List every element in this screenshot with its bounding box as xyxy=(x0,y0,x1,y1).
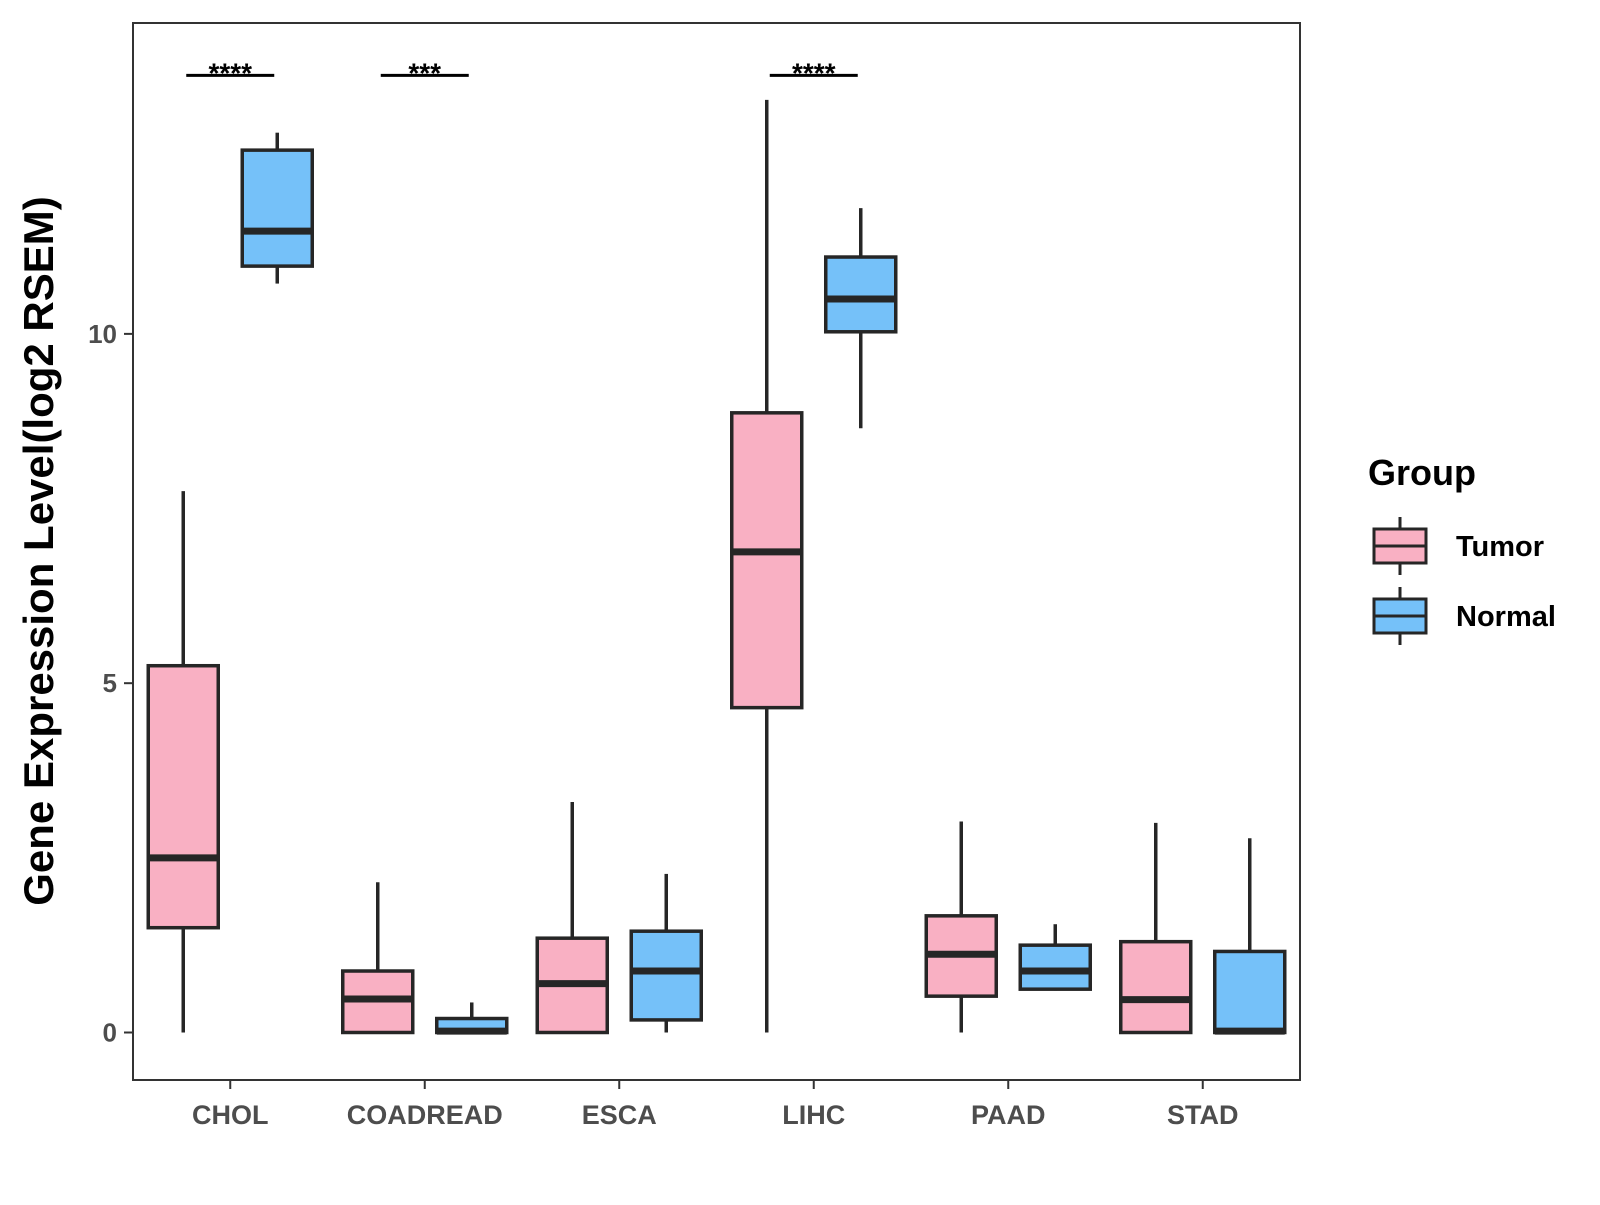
tumor-stad-boxplot xyxy=(1119,822,1193,1035)
tumor-chol-boxplot xyxy=(146,491,220,1033)
normal-stad-box xyxy=(1213,949,1287,1035)
normal-paad-box xyxy=(1018,943,1092,991)
legend-title: Group xyxy=(1368,452,1476,493)
normal-lihc-box xyxy=(824,255,898,334)
tumor-coadread-boxplot xyxy=(341,882,415,1035)
tumor-chol-box xyxy=(146,663,220,930)
normal-esca-box xyxy=(629,929,703,1022)
legend-label-normal: Normal xyxy=(1456,601,1556,633)
x-tick-label-stad: STAD xyxy=(1167,1100,1239,1130)
significance-label-coadread: *** xyxy=(408,57,441,88)
tumor-paad-boxplot xyxy=(924,821,998,1033)
plot-panel-border xyxy=(132,22,1301,1081)
normal-coadread-boxplot xyxy=(435,1002,509,1035)
x-tick-label-paad: PAAD xyxy=(971,1100,1046,1130)
y-axis-title: Gene Expression Level(log2 RSEM) xyxy=(15,196,62,906)
legend-label-tumor: Tumor xyxy=(1456,531,1544,563)
normal-stad-boxplot xyxy=(1213,838,1287,1035)
y-tick-label-5: 5 xyxy=(103,668,117,698)
y-tick-label-0: 0 xyxy=(103,1017,117,1047)
normal-esca-boxplot xyxy=(629,873,703,1033)
legend-item-tumor: Tumor xyxy=(1372,517,1544,575)
x-tick-label-coadread: COADREAD xyxy=(347,1100,503,1130)
significance-label-chol: **** xyxy=(208,57,252,88)
tumor-esca-boxplot xyxy=(535,801,609,1035)
normal-chol-box xyxy=(240,148,314,268)
normal-chol-boxplot xyxy=(240,132,314,284)
normal-lihc-boxplot xyxy=(824,208,898,429)
tumor-lihc-boxplot xyxy=(730,99,804,1033)
tumor-lihc-box xyxy=(730,411,804,710)
tumor-stad-box xyxy=(1119,939,1193,1035)
x-tick-label-esca: ESCA xyxy=(582,1100,657,1130)
x-tick-label-chol: CHOL xyxy=(192,1100,269,1130)
significance-label-lihc: **** xyxy=(792,57,836,88)
y-tick-label-10: 10 xyxy=(88,319,117,349)
legend-item-normal: Normal xyxy=(1372,587,1556,645)
normal-paad-boxplot xyxy=(1018,924,1092,991)
x-tick-label-lihc: LIHC xyxy=(782,1100,845,1130)
